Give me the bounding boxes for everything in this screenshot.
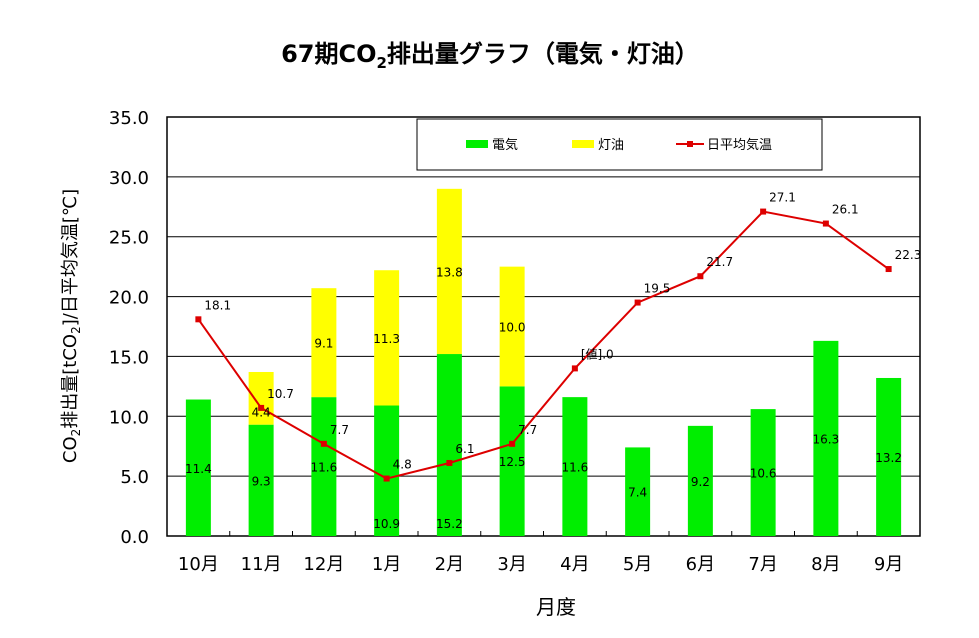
electric-bar [499, 386, 525, 536]
y-tick-label: 35.0 [109, 108, 149, 129]
electric-data-label: 11.6 [311, 461, 338, 475]
electric-data-label: 7.4 [628, 486, 647, 500]
legend-label-temp: 日平均気温 [707, 137, 772, 153]
x-tick-label: 10月 [178, 554, 219, 575]
temperature-point [571, 365, 578, 372]
kerosene-bar [436, 188, 462, 355]
temperature-line [197, 210, 890, 480]
temperature-data-label: [値].0 [581, 346, 614, 361]
temperature-data-label: 22.3 [895, 248, 922, 262]
kerosene-data-label: 4.4 [252, 406, 271, 420]
x-tick-label: 6月 [686, 554, 715, 575]
temperature-data-label: 7.7 [518, 423, 537, 437]
electric-bar [311, 397, 337, 536]
kerosene-data-label: 10.0 [499, 321, 526, 335]
temperature-point [885, 266, 892, 273]
electric-bar [750, 409, 776, 536]
x-tick-label: 7月 [748, 554, 777, 575]
temperature-data-label: 27.1 [769, 191, 796, 205]
legend-swatch-kerosene [572, 140, 594, 148]
temperature-data-label: 6.1 [455, 442, 474, 456]
temperature-data-label: 21.7 [706, 255, 733, 269]
electric-data-label: 12.5 [499, 455, 526, 469]
electric-data-label: 10.9 [373, 517, 400, 531]
temperature-point [446, 459, 453, 466]
temperature-data-label: 26.1 [832, 203, 859, 217]
kerosene-data-label: 13.8 [436, 265, 463, 279]
electric-bar [374, 405, 400, 536]
x-tick-label: 11月 [241, 554, 282, 575]
temperature-data-label: 4.8 [393, 458, 412, 472]
electric-bar [436, 354, 462, 536]
legend-swatch-electric [466, 140, 488, 148]
y-tick-label: 30.0 [109, 168, 149, 189]
kerosene-bar [248, 371, 274, 425]
temperature-point [509, 440, 516, 447]
electric-bar [248, 424, 274, 536]
kerosene-data-label: 9.1 [314, 337, 333, 351]
kerosene-bar [374, 270, 400, 406]
temperature-point [195, 316, 202, 323]
y-tick-label: 25.0 [109, 228, 149, 249]
x-tick-label: 5月 [623, 554, 652, 575]
temperature-point [383, 475, 390, 482]
y-tick-label: 5.0 [120, 467, 149, 488]
x-tick-label: 3月 [497, 554, 526, 575]
electric-data-label: 15.2 [436, 517, 463, 531]
legend-label-electric: 電気 [492, 137, 518, 153]
electric-data-label: 11.4 [185, 462, 212, 476]
kerosene-bar [311, 288, 337, 398]
x-tick-label: 12月 [303, 554, 344, 575]
temperature-data-label: 19.5 [644, 282, 671, 296]
x-tick-label: 1月 [372, 554, 401, 575]
electric-data-label: 9.3 [252, 474, 271, 488]
kerosene-bar [499, 266, 525, 387]
y-axis-label: CO2排出量[tCO2]/日平均気温[℃] [60, 189, 83, 463]
electric-data-label: 9.2 [691, 475, 710, 489]
temperature-point [822, 220, 829, 227]
legend-label-kerosene: 灯油 [598, 138, 624, 153]
x-tick-label: 9月 [874, 554, 903, 575]
electric-data-label: 10.6 [750, 467, 777, 481]
chart-title: 67期CO2排出量グラフ（電気・灯油） [281, 40, 699, 72]
electric-data-label: 13.2 [875, 451, 902, 465]
x-axis-label: 月度 [536, 595, 576, 619]
electric-bar [687, 425, 713, 536]
temperature-data-label: 7.7 [330, 423, 349, 437]
temperature-point [634, 299, 641, 306]
x-tick-label: 4月 [560, 554, 589, 575]
plot-area [166, 116, 921, 537]
legend: 電気 灯油 日平均気温 [416, 118, 823, 171]
kerosene-data-label: 11.3 [373, 332, 400, 346]
temperature-data-label: 18.1 [204, 298, 231, 312]
x-tick-label: 8月 [811, 554, 840, 575]
electric-data-label: 11.6 [562, 461, 589, 475]
temperature-point [697, 273, 704, 280]
electric-data-label: 16.3 [813, 432, 840, 446]
temperature-point [760, 208, 767, 215]
y-tick-label: 15.0 [109, 347, 149, 368]
electric-bar [813, 340, 839, 536]
temperature-point [320, 440, 327, 447]
y-tick-label: 20.0 [109, 288, 149, 309]
electric-bar [625, 447, 651, 536]
electric-bar [876, 377, 902, 536]
y-tick-label: 10.0 [109, 407, 149, 428]
electric-bar [562, 397, 588, 536]
x-tick-label: 2月 [435, 554, 464, 575]
temperature-point [258, 404, 265, 411]
y-tick-label: 0.0 [120, 527, 149, 548]
electric-bar [185, 399, 211, 536]
temperature-data-label: 10.7 [267, 387, 294, 401]
